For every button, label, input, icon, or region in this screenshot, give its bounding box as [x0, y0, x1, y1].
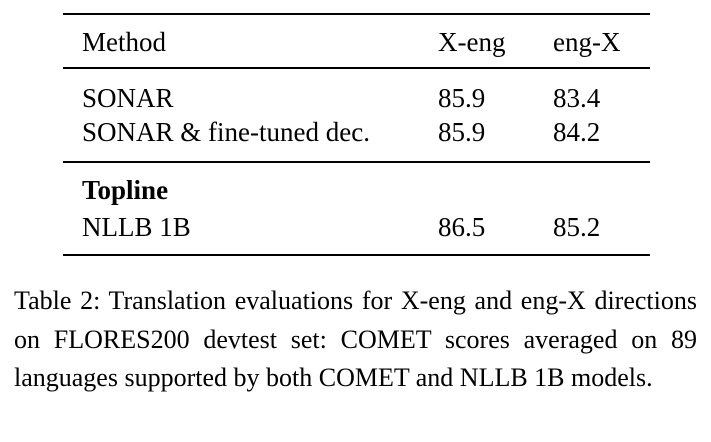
header-cell: eng-X — [553, 27, 621, 57]
bottom-rule — [63, 254, 650, 256]
header-cell: X-eng — [438, 27, 506, 57]
score-cell: 85.9 — [438, 83, 486, 113]
mid-rule — [63, 161, 650, 163]
section-label: Topline — [82, 175, 169, 205]
method-cell: SONAR — [82, 83, 174, 113]
caption: Table 2: Translation evaluations for X-e… — [14, 286, 697, 392]
method-cell: NLLB 1B — [82, 212, 191, 242]
score-cell: 85.2 — [553, 212, 601, 242]
score-cell: 85.9 — [438, 117, 486, 147]
top-rule — [63, 13, 650, 15]
score-cell: 83.4 — [553, 83, 601, 113]
method-cell: SONAR & fine-tuned dec. — [82, 117, 370, 147]
mid-rule — [63, 67, 650, 69]
header-cell: Method — [82, 27, 166, 57]
score-cell: 84.2 — [553, 117, 601, 147]
score-cell: 86.5 — [438, 212, 486, 242]
